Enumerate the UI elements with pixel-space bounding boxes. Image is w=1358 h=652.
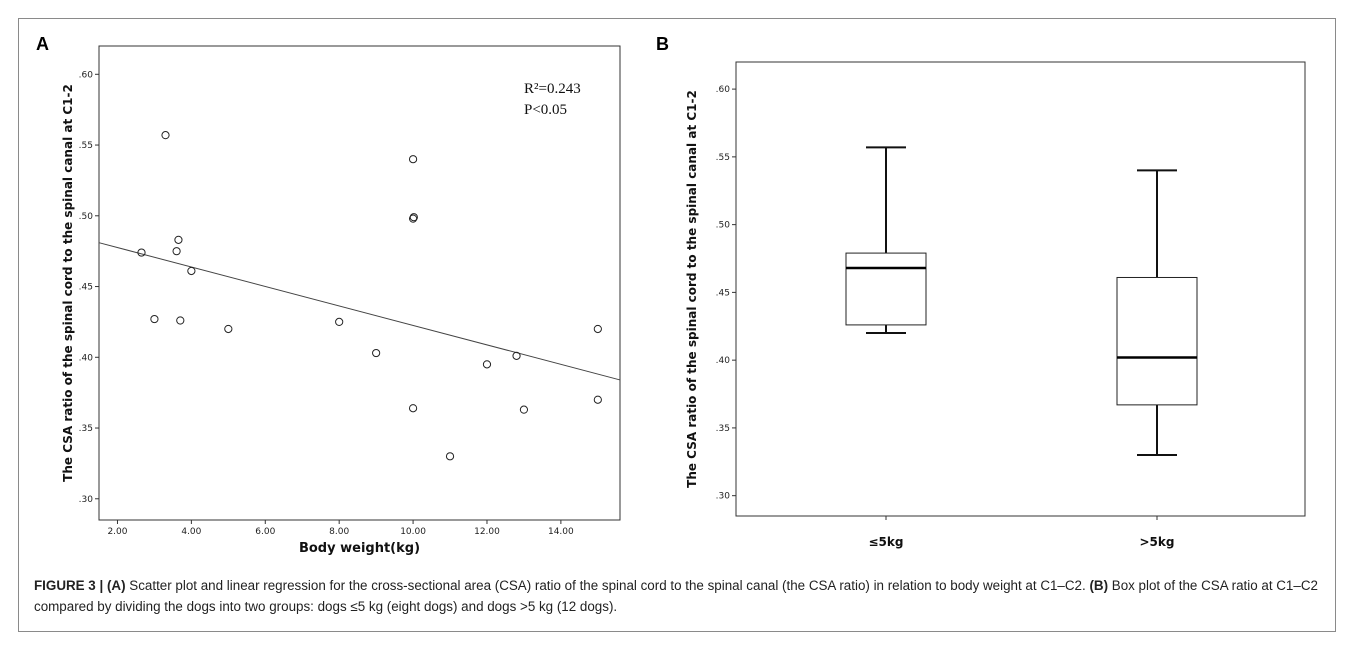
y-axis-label: The CSA ratio of the spinal cord to the … <box>61 84 75 482</box>
data-point <box>408 214 418 223</box>
data-point <box>137 248 146 257</box>
figure-frame <box>18 18 1336 632</box>
plot-area-b <box>735 61 1306 517</box>
data-point <box>187 266 196 276</box>
data-point <box>150 314 159 324</box>
data-point <box>224 324 233 334</box>
plot-area-a <box>98 45 621 521</box>
x-tick-label: 4.00 <box>181 527 201 537</box>
caption-b-text: Box plot of the CSA ratio at C1–C2 compa… <box>34 578 1318 614</box>
data-point <box>176 316 185 325</box>
caption-label: FIGURE 3 | <box>34 578 104 593</box>
data-point <box>372 348 381 358</box>
data-point <box>519 405 529 414</box>
y-tick-label: .45 <box>79 283 93 293</box>
category-label: >5kg <box>1140 535 1175 549</box>
figure-caption: FIGURE 3 | (A) Scatter plot and linear r… <box>34 575 1324 617</box>
x-tick-label: 12.00 <box>474 527 500 537</box>
y-tick-label: .50 <box>79 212 94 222</box>
y-tick-label: .35 <box>716 424 730 434</box>
y-tick-label: .45 <box>716 288 730 298</box>
y-tick-label: .30 <box>79 495 94 505</box>
x-tick-label: 10.00 <box>400 527 426 537</box>
data-point <box>172 247 181 256</box>
y-tick-label: .40 <box>716 356 731 366</box>
data-point <box>408 155 418 164</box>
x-tick-label: 2.00 <box>107 527 127 537</box>
y-tick-label: .35 <box>79 424 93 434</box>
box-iqr <box>1116 276 1198 406</box>
y-tick-label: .55 <box>79 141 93 151</box>
data-point <box>408 404 418 413</box>
data-point <box>482 360 492 369</box>
caption-a-text: Scatter plot and linear regression for t… <box>125 578 1090 593</box>
data-point <box>335 317 344 327</box>
data-point <box>512 351 521 360</box>
data-point <box>593 324 602 334</box>
r-squared-annotation: R²=0.243 <box>524 81 581 97</box>
panel-a-label: A <box>36 34 49 54</box>
y-axis-label: The CSA ratio of the spinal cord to the … <box>685 90 699 488</box>
y-tick-label: .30 <box>716 492 731 502</box>
y-tick-label: .50 <box>716 221 731 231</box>
y-tick-label: .55 <box>716 153 730 163</box>
x-axis-label: Body weight(kg) <box>299 541 420 556</box>
x-tick-label: 8.00 <box>329 527 349 537</box>
data-point <box>174 235 183 244</box>
caption-a-tag: (A) <box>106 578 126 593</box>
y-tick-label: .60 <box>79 70 94 80</box>
x-tick-label: 6.00 <box>255 527 275 537</box>
x-tick-label: 14.00 <box>548 527 574 537</box>
regression-line <box>98 242 621 381</box>
box-plot: .30 .35 .40 .45 .50 .55 .60 ≤5kg >5kg The CSA rat… <box>685 61 1306 549</box>
panel-b-label: B <box>656 34 669 54</box>
y-tick-label: .40 <box>79 353 94 363</box>
data-point <box>593 395 602 404</box>
data-point <box>161 131 170 140</box>
y-tick-label: .60 <box>716 85 731 95</box>
data-point <box>445 452 455 461</box>
box-iqr <box>845 252 927 326</box>
scatter-plot: .30 .35 .40 .45 .50 .55 .60 2.00 4.00 6.00 8.00 10.… <box>61 45 621 556</box>
p-value-annotation: P<0.05 <box>524 102 567 118</box>
caption-b-tag: (B) <box>1089 578 1109 593</box>
category-label: ≤5kg <box>869 535 904 549</box>
data-point <box>409 213 418 222</box>
